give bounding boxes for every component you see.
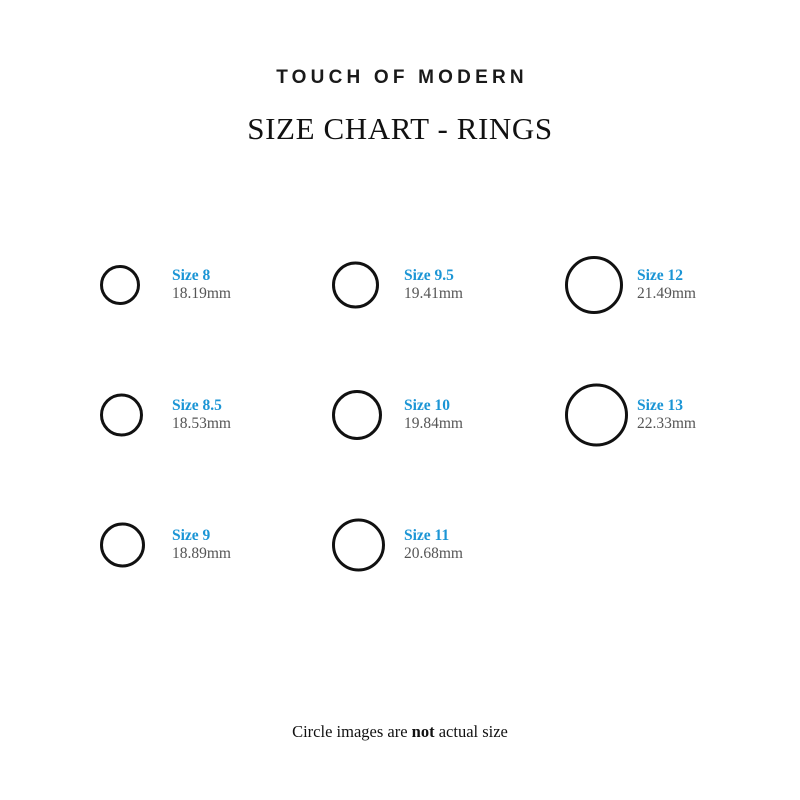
ring-circle-slot <box>100 245 172 325</box>
ring-size-label: Size 13 <box>637 396 684 414</box>
ring-size-measurement: 21.49mm <box>637 285 696 302</box>
brand-header: TOUCH OF MODERN <box>0 68 800 88</box>
ring-circle-slot <box>332 375 404 455</box>
ring-size-labels: Size 9 18.89mm <box>172 527 231 564</box>
ring-circle-icon <box>332 390 382 440</box>
ring-size-label: Size 11 <box>404 526 450 544</box>
ring-circle-icon <box>332 518 385 572</box>
ring-size-label: Size 12 <box>637 266 684 284</box>
ring-size-measurement: 19.84mm <box>404 415 463 432</box>
page-title: SIZE CHART - RINGS <box>247 111 553 146</box>
ring-size-measurement: 18.89mm <box>172 545 231 562</box>
ring-circle-icon <box>100 522 145 568</box>
ring-size-measurement: 20.68mm <box>404 545 463 562</box>
ring-size-entry: Size 10 19.84mm <box>332 375 463 455</box>
ring-size-measurement: 18.19mm <box>172 285 231 302</box>
ring-circle-slot <box>565 245 637 325</box>
footer-prefix: Circle images are <box>292 722 412 741</box>
brand-wordmark: TOUCH OF MODERN <box>276 67 528 88</box>
ring-size-measurement: 19.41mm <box>404 285 463 302</box>
ring-size-labels: Size 9.5 19.41mm <box>404 267 463 304</box>
ring-size-labels: Size 10 19.84mm <box>404 397 463 434</box>
ring-size-labels: Size 8 18.19mm <box>172 267 231 304</box>
ring-circle-icon <box>332 261 379 309</box>
footer-note: Circle images are not actual size <box>0 722 800 742</box>
ring-size-label: Size 10 <box>404 396 451 414</box>
ring-size-labels: Size 8.5 18.53mm <box>172 397 231 434</box>
ring-circle-slot <box>100 505 172 585</box>
ring-circle-slot <box>332 245 404 325</box>
ring-size-labels: Size 12 21.49mm <box>637 267 696 304</box>
ring-size-entry: Size 9.5 19.41mm <box>332 245 463 325</box>
ring-circle-icon <box>565 256 623 314</box>
ring-size-entry: Size 11 20.68mm <box>332 505 463 585</box>
ring-size-label: Size 9.5 <box>404 266 454 284</box>
ring-size-entry: Size 12 21.49mm <box>565 245 696 325</box>
ring-size-entry: Size 8 18.19mm <box>100 245 231 325</box>
ring-circle-icon <box>565 383 628 447</box>
ring-circle-icon <box>100 265 140 305</box>
ring-size-measurement: 22.33mm <box>637 415 696 432</box>
ring-size-entry: Size 9 18.89mm <box>100 505 231 585</box>
footer-suffix: actual size <box>434 722 508 741</box>
ring-size-measurement: 18.53mm <box>172 415 231 432</box>
ring-size-entry: Size 13 22.33mm <box>565 375 696 455</box>
ring-size-labels: Size 13 22.33mm <box>637 397 696 434</box>
ring-circle-icon <box>100 393 143 437</box>
ring-size-grid: Size 8 18.19mm Size 8.5 18.53mm Size 9 18.89m… <box>0 245 800 575</box>
ring-size-entry: Size 8.5 18.53mm <box>100 375 231 455</box>
ring-size-labels: Size 11 20.68mm <box>404 527 463 564</box>
ring-circle-slot <box>565 375 637 455</box>
ring-size-label: Size 9 <box>172 526 211 544</box>
ring-circle-slot <box>332 505 404 585</box>
ring-circle-slot <box>100 375 172 455</box>
ring-size-label: Size 8.5 <box>172 396 222 414</box>
footer-emphasis: not <box>411 722 435 741</box>
ring-size-label: Size 8 <box>172 266 211 284</box>
